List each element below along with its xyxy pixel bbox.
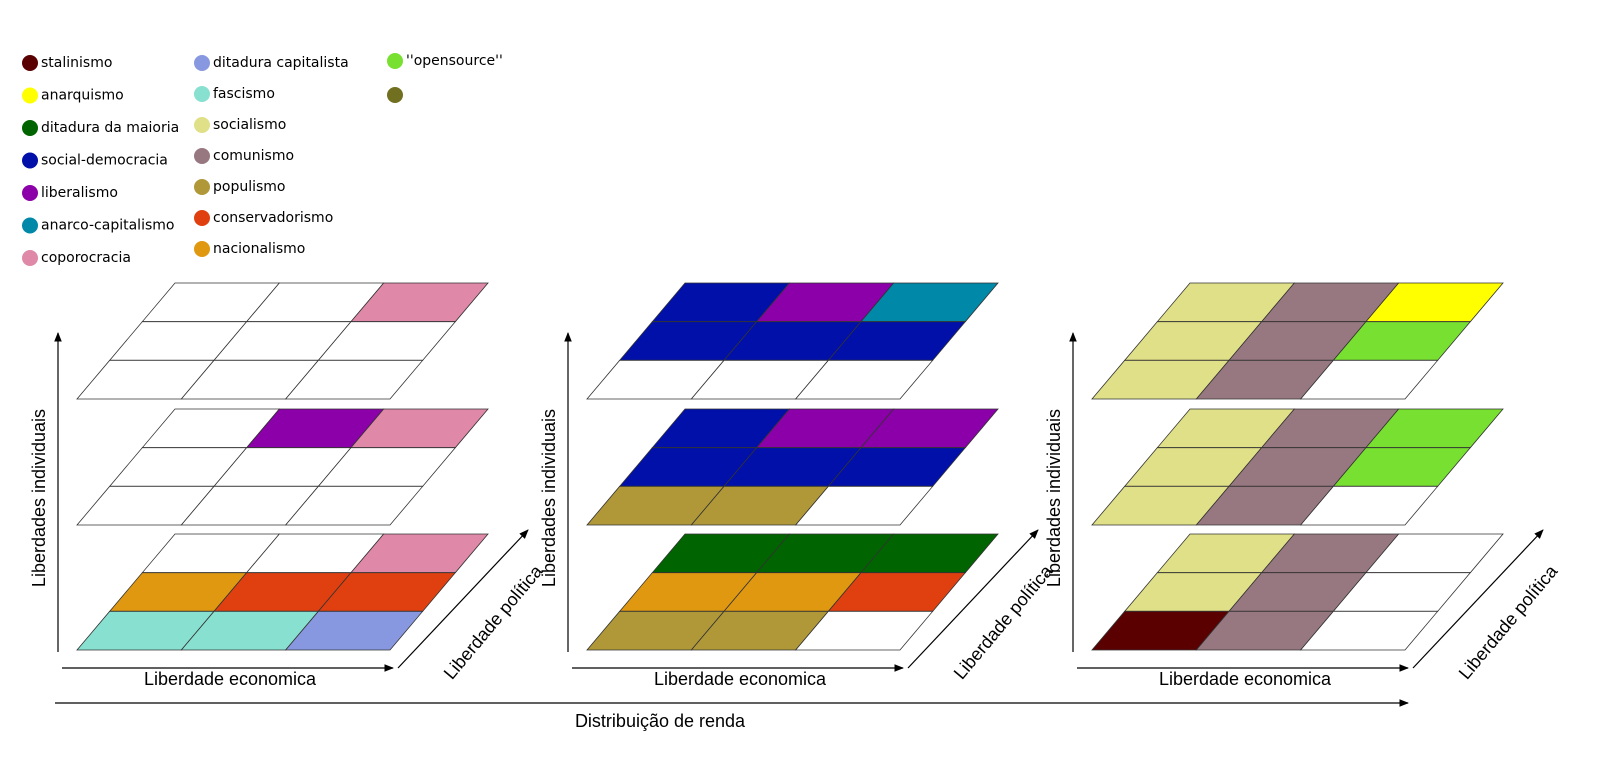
legend-label: fascismo — [213, 86, 275, 102]
legend-label: ditadura capitalista — [213, 55, 349, 71]
z-axis-label: Liberdade política — [950, 561, 1057, 683]
cell — [284, 359, 424, 400]
cell — [1299, 359, 1439, 400]
legend-label: conservadorismo — [213, 210, 333, 226]
cell — [794, 485, 934, 526]
legend-swatch — [194, 241, 210, 257]
z-axis-arrow — [907, 529, 1039, 669]
x-axis-label: Liberdade economica — [1159, 669, 1332, 689]
cell — [284, 485, 424, 526]
legend-label: nacionalismo — [213, 241, 305, 257]
legend-label: socialismo — [213, 117, 286, 133]
z-axis-label: Liberdade política — [440, 561, 547, 683]
legend-swatch — [22, 152, 38, 169]
y-axis-label: Liberdades individuais — [539, 409, 559, 587]
x-axis-label: Liberdade economica — [144, 669, 317, 689]
legend-label: coporocracia — [41, 250, 131, 266]
z-axis-arrow — [397, 529, 529, 669]
legend-swatch — [22, 120, 38, 136]
legend-label: ''opensource'' — [406, 53, 503, 69]
legend-swatch — [194, 210, 210, 226]
legend-label: populismo — [213, 179, 286, 195]
legend-swatch — [194, 55, 210, 71]
legend-swatch — [194, 179, 210, 195]
legend-label: liberalismo — [41, 185, 118, 201]
cell — [1299, 610, 1439, 651]
cell — [1299, 485, 1439, 526]
legend-label: anarquismo — [41, 88, 124, 104]
z-axis-arrow — [1412, 529, 1544, 669]
cell — [284, 610, 424, 651]
legend-swatch — [22, 217, 38, 234]
cell — [794, 610, 934, 651]
legend-swatch — [387, 53, 403, 69]
x-axis-label: Liberdade economica — [654, 669, 827, 689]
legend-label: stalinismo — [41, 55, 112, 71]
legend-swatch — [194, 86, 210, 102]
legend-swatch — [194, 117, 210, 133]
legend-swatch — [387, 87, 403, 103]
legend-label: comunismo — [213, 148, 294, 164]
legend-label: social-democracia — [41, 153, 168, 169]
legend-swatch — [22, 55, 38, 71]
legend-label: anarco-capitalismo — [41, 218, 174, 234]
legend-swatch — [194, 148, 210, 164]
legend-swatch — [22, 185, 38, 201]
cell — [794, 359, 934, 400]
y-axis-label: Liberdades individuais — [29, 409, 49, 587]
y-axis-label: Liberdades individuais — [1044, 409, 1064, 587]
bottom-axis-label: Distribuição de renda — [575, 711, 746, 731]
legend-swatch — [22, 87, 38, 104]
legend-swatch — [22, 250, 38, 266]
legend-label: ditadura da maioria — [41, 120, 179, 136]
z-axis-label: Liberdade política — [1455, 561, 1562, 683]
